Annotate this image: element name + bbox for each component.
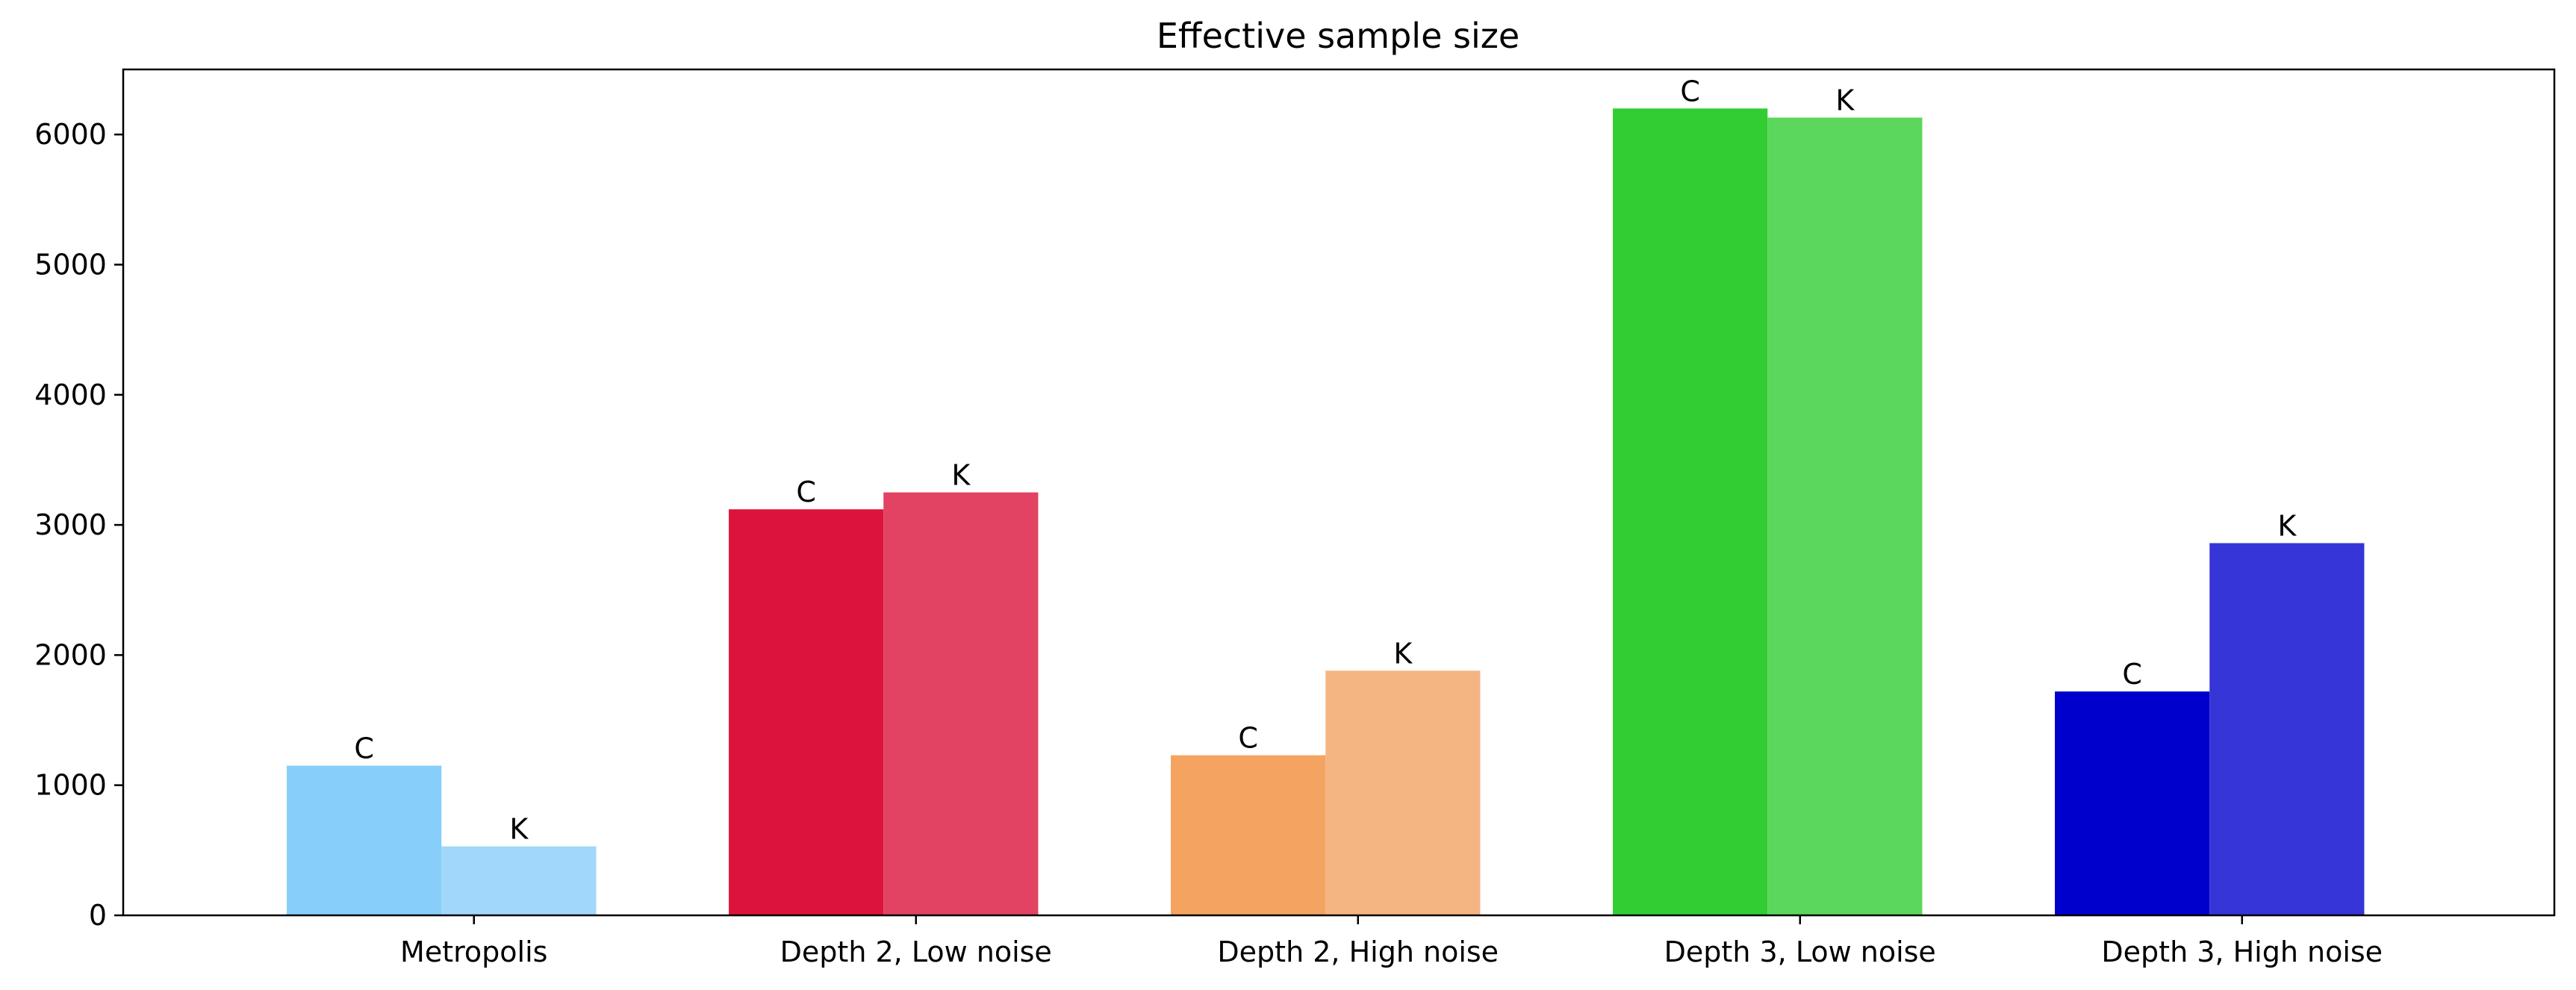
bar-label-depth-3-low-noise-k: K [1835,84,1855,116]
x-tick-label-depth-2-high-noise: Depth 2, High noise [1217,935,1499,968]
bar-depth-2-low-noise-k [883,492,1039,915]
bars-layer [287,108,2365,915]
chart-title: Effective sample size [1157,16,1519,56]
bar-label-depth-2-high-noise-c: C [1238,722,1258,755]
bar-label-depth-3-high-noise-c: C [2122,658,2142,691]
y-tick-label-0: 0 [89,899,107,932]
bar-metropolis-c [287,765,442,915]
bar-label-depth-3-low-noise-c: C [1680,75,1700,108]
x-tick-label-depth-2-low-noise: Depth 2, Low noise [780,935,1052,968]
y-axis: 0 1000 2000 3000 4000 5000 6000 [34,118,123,932]
x-tick-label-depth-3-low-noise: Depth 3, Low noise [1664,935,1936,968]
bar-depth-3-high-noise-c [2055,691,2210,915]
bar-metropolis-k [441,846,597,915]
x-axis: Metropolis Depth 2, Low noise Depth 2, Hig… [400,915,2383,968]
bar-labels-layer: C K C K C K C K C K [354,75,2297,845]
bar-depth-2-high-noise-c [1171,755,1326,915]
y-tick-label-1000: 1000 [34,769,107,802]
y-tick-label-2000: 2000 [34,638,107,671]
bar-depth-3-low-noise-c [1613,108,1768,915]
plot-frame [122,68,2556,917]
y-tick-label-3000: 3000 [34,508,107,541]
y-tick-label-6000: 6000 [34,118,107,151]
bar-depth-3-low-noise-k [1767,117,1923,915]
y-tick-label-4000: 4000 [34,379,107,411]
y-tick-label-5000: 5000 [34,248,107,281]
x-tick-label-depth-3-high-noise: Depth 3, High noise [2101,935,2383,968]
bar-label-depth-2-high-noise-k: K [1393,637,1413,670]
bar-label-depth-3-high-noise-k: K [2277,509,2297,542]
x-tick-label-metropolis: Metropolis [400,935,547,968]
bar-depth-2-high-noise-k [1325,670,1481,915]
bar-label-metropolis-k: K [509,813,529,846]
bar-label-depth-2-low-noise-k: K [951,459,971,492]
bar-label-depth-2-low-noise-c: C [796,476,816,508]
bar-depth-3-high-noise-k [2209,543,2365,915]
bar-depth-2-low-noise-c [729,509,884,915]
bar-label-metropolis-c: C [354,732,374,765]
